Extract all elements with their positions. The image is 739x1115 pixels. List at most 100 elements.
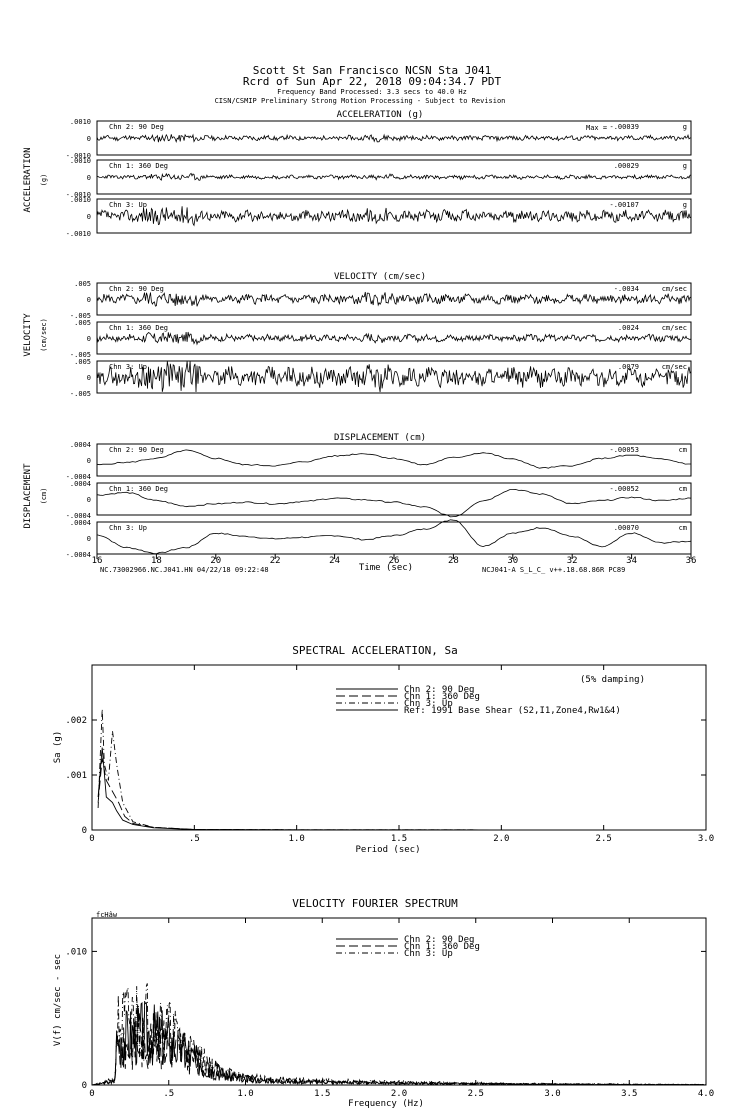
trace-line xyxy=(96,361,692,393)
channel-label: Chn 1: 360 Deg xyxy=(109,324,168,332)
y-tick-label: .0004 xyxy=(70,480,91,488)
unit-label: cm/sec xyxy=(662,285,687,293)
x-tick-label: 1.5 xyxy=(391,834,407,844)
panel-unit-label: (cm) xyxy=(40,488,48,505)
unit-label: cm/sec xyxy=(662,324,687,332)
header-band: Frequency Band Processed: 3.3 secs to 40… xyxy=(277,88,467,96)
x-tick-label: 3.0 xyxy=(544,1089,560,1099)
series-line xyxy=(97,758,707,831)
peak-value: .0079 xyxy=(618,363,639,371)
y-tick-label: .010 xyxy=(65,947,87,957)
y-tick-label: .0010 xyxy=(70,196,91,204)
y-tick-label: 0 xyxy=(87,457,91,465)
peak-value: -.00039 xyxy=(609,123,639,131)
channel-label: Chn 1: 360 Deg xyxy=(109,485,168,493)
y-tick-label: -.005 xyxy=(70,390,91,398)
channel-label: Chn 2: 90 Deg xyxy=(109,285,164,293)
x-tick-label: 2.5 xyxy=(468,1089,484,1099)
trace-frame xyxy=(96,443,692,477)
footer-right: NCJ041-A S_L_C_ v++.18.68.86R PC89 xyxy=(482,566,625,574)
y-tick-label: 0 xyxy=(87,374,91,382)
panel-ylabel: ACCELERATION xyxy=(23,147,33,212)
peak-value: .0024 xyxy=(618,324,639,332)
series-line xyxy=(91,983,707,1086)
x-tick-label: .5 xyxy=(189,834,200,844)
y-tick-label: 0 xyxy=(87,174,91,182)
x-tick-label: 16 xyxy=(92,556,103,566)
trace-frame xyxy=(96,159,692,195)
y-tick-label: -.0004 xyxy=(66,473,91,481)
x-tick-label: 32 xyxy=(567,556,578,566)
trace-line xyxy=(96,291,692,307)
trace-frame xyxy=(96,521,692,555)
y-tick-label: .005 xyxy=(74,280,91,288)
y-tick-label: 0 xyxy=(87,535,91,543)
x-tick-label: 0 xyxy=(89,1089,94,1099)
y-tick-label: .001 xyxy=(65,771,87,781)
y-tick-label: 0 xyxy=(87,335,91,343)
x-tick-label: 3.5 xyxy=(621,1089,637,1099)
legend-label: Chn 2: 90 Deg xyxy=(404,685,474,695)
trace-frame xyxy=(96,360,692,394)
panel-ylabel: VELOCITY xyxy=(23,313,33,357)
y-tick-label: .0004 xyxy=(70,441,91,449)
x-tick-label: 34 xyxy=(626,556,637,566)
legend-label: Chn 1: 360 Deg xyxy=(404,692,480,702)
trace-line xyxy=(96,172,692,181)
x-tick-label: .5 xyxy=(163,1089,174,1099)
panel-title: DISPLACEMENT (cm) xyxy=(334,433,426,443)
channel-label: Chn 3: Up xyxy=(109,363,147,371)
series-line xyxy=(97,747,707,831)
trace-line xyxy=(96,489,692,518)
y-tick-label: 0 xyxy=(82,1081,87,1091)
header: Scott St San Francisco NCSN Sta J041 Rcr… xyxy=(215,64,506,105)
spectral-acceleration-chart: SPECTRAL ACCELERATION, Sa (5% damping) S… xyxy=(53,644,714,855)
x-tick-label: 26 xyxy=(389,556,400,566)
x-axis-label: Period (sec) xyxy=(355,845,420,855)
y-tick-label: 0 xyxy=(82,826,87,836)
y-tick-label: -.0010 xyxy=(66,152,91,160)
y-axis-label: V(f) cm/sec - sec xyxy=(53,954,63,1046)
trace-frame xyxy=(96,198,692,234)
x-tick-label: 2.5 xyxy=(596,834,612,844)
x-tick-label: 28 xyxy=(448,556,459,566)
unit-label: cm xyxy=(679,485,687,493)
acceleration-panel: ACCELERATION (g) ACCELERATION (g) Max = … xyxy=(23,110,692,238)
footer-left: NC.73002966.NC.J041.HN 04/22/18 09:22:48 xyxy=(100,566,269,574)
unit-label: g xyxy=(683,162,687,170)
channel-label: Chn 2: 90 Deg xyxy=(109,446,164,454)
plot-frame xyxy=(91,664,707,831)
y-tick-label: 0 xyxy=(87,213,91,221)
chart-title: VELOCITY FOURIER SPECTRUM xyxy=(292,897,458,910)
legend-label: Chn 1: 360 Deg xyxy=(404,942,480,952)
unit-label: cm xyxy=(679,524,687,532)
y-tick-label: .0004 xyxy=(70,519,91,527)
trace-line xyxy=(96,519,692,555)
peak-value: -.0034 xyxy=(614,285,639,293)
legend-label: Chn 2: 90 Deg xyxy=(404,935,474,945)
x-tick-label: 30 xyxy=(507,556,518,566)
header-disclaimer: CISN/CSMIP Preliminary Strong Motion Pro… xyxy=(215,97,506,105)
peak-value: -.00107 xyxy=(609,201,639,209)
series-line xyxy=(97,708,707,831)
peak-value: -.00052 xyxy=(609,485,639,493)
y-tick-label: .005 xyxy=(74,319,91,327)
y-tick-label: 0 xyxy=(87,135,91,143)
x-tick-label: 18 xyxy=(151,556,162,566)
x-tick-label: 24 xyxy=(329,556,340,566)
x-tick-label: 22 xyxy=(270,556,281,566)
x-tick-label: 3.0 xyxy=(698,834,714,844)
peak-value: .00070 xyxy=(614,524,639,532)
x-tick-label: 1.0 xyxy=(237,1089,253,1099)
channel-label: Chn 3: Up xyxy=(109,524,147,532)
y-tick-label: .0010 xyxy=(70,118,91,126)
series-line xyxy=(91,1001,707,1086)
legend-label: Chn 3: Up xyxy=(404,949,453,959)
y-tick-label: .005 xyxy=(74,358,91,366)
header-station: Scott St San Francisco NCSN Sta J041 xyxy=(253,64,491,77)
unit-label: g xyxy=(683,201,687,209)
trace-frame xyxy=(96,321,692,355)
x-tick-label: 2.0 xyxy=(493,834,509,844)
y-tick-label: -.005 xyxy=(70,351,91,359)
panel-unit-label: (g) xyxy=(40,174,48,187)
